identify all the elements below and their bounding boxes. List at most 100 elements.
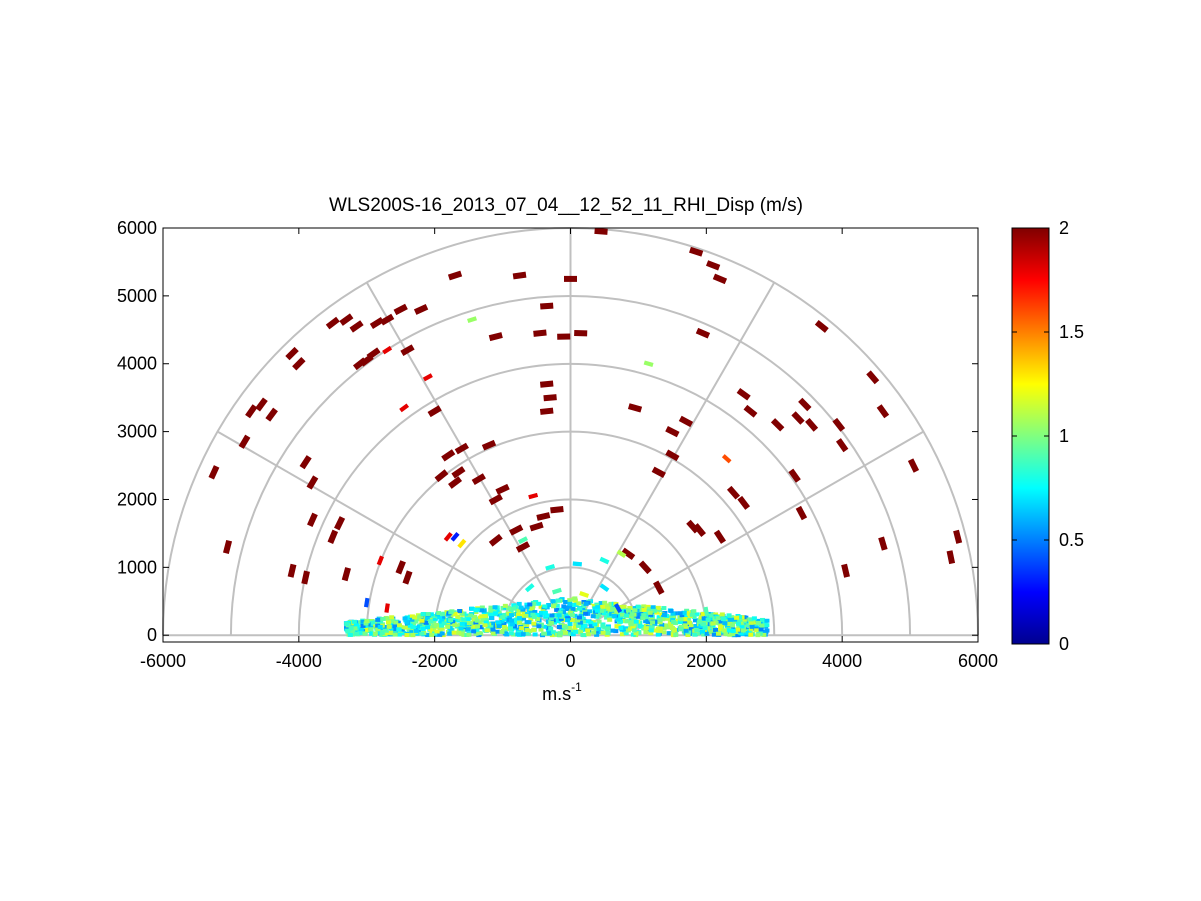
band-point	[640, 616, 646, 621]
band-point	[735, 627, 741, 632]
data-point	[454, 442, 469, 455]
data-point	[495, 483, 510, 495]
band-point	[570, 632, 576, 637]
band-point	[728, 631, 734, 636]
band-point	[546, 603, 552, 608]
data-point	[287, 563, 297, 578]
data-point	[517, 536, 528, 545]
band-point	[428, 612, 434, 617]
band-point	[383, 624, 389, 629]
band-point	[473, 631, 479, 636]
band-point	[508, 631, 514, 636]
band-point	[655, 632, 661, 637]
band-point	[572, 596, 578, 601]
band-point	[524, 602, 530, 607]
band-point	[633, 631, 639, 636]
band-point	[541, 624, 547, 629]
band-point	[393, 620, 399, 625]
band-point	[516, 616, 522, 621]
data-point	[399, 403, 410, 413]
band-point	[365, 627, 371, 632]
band-point	[451, 630, 457, 635]
band-point	[564, 614, 570, 619]
data-point	[443, 531, 453, 542]
band-point	[575, 618, 581, 623]
band-point	[576, 601, 582, 606]
band-point	[528, 617, 534, 622]
data-point	[382, 345, 393, 355]
band-point	[360, 623, 366, 628]
data-point	[599, 583, 610, 593]
band-point	[516, 620, 522, 625]
x-tick-label: -4000	[276, 651, 322, 671]
band-point	[659, 612, 665, 617]
data-point	[451, 466, 466, 479]
band-point	[516, 608, 522, 613]
band-point	[417, 624, 423, 629]
band-point	[758, 627, 764, 632]
data-point	[307, 512, 318, 527]
band-point	[528, 606, 534, 611]
band-point	[741, 617, 747, 622]
band-point	[530, 612, 536, 617]
y-tick-label: 1000	[117, 557, 157, 577]
band-point	[595, 629, 601, 634]
x-axis-label-base: m.s	[542, 684, 571, 704]
band-point	[431, 619, 437, 624]
band-point	[386, 624, 392, 629]
band-point	[653, 628, 659, 633]
band-point	[474, 618, 480, 623]
band-point	[531, 601, 537, 606]
band-point	[418, 614, 424, 619]
data-point	[599, 556, 610, 565]
band-point	[585, 619, 591, 624]
band-point	[524, 631, 530, 636]
band-point	[450, 620, 456, 625]
data-point	[363, 597, 370, 608]
band-point	[413, 619, 419, 624]
band-point	[723, 631, 729, 636]
band-point	[538, 627, 544, 632]
band-point	[558, 607, 564, 612]
band-point	[702, 626, 708, 631]
band-point	[461, 617, 467, 622]
band-point	[414, 631, 420, 636]
colorbar-tick-label: 0	[1059, 634, 1069, 654]
data-point	[448, 476, 463, 489]
band-point	[755, 621, 761, 626]
band-point	[406, 628, 412, 633]
band-point	[682, 623, 688, 628]
band-point	[668, 615, 674, 620]
band-point	[764, 623, 770, 628]
band-point	[496, 620, 502, 625]
x-axis: -6000 -4000 -2000 0 2000 4000 6000	[140, 228, 998, 671]
band-point	[447, 631, 453, 636]
band-point	[524, 628, 530, 633]
band-point	[465, 627, 471, 632]
band-point	[698, 615, 704, 620]
band-point	[440, 612, 446, 617]
band-point	[666, 631, 672, 636]
x-tick-label: -2000	[412, 651, 458, 671]
data-point	[255, 397, 268, 412]
data-point	[689, 246, 704, 257]
band-point	[727, 617, 733, 622]
band-point	[399, 627, 405, 632]
band-point	[572, 613, 578, 618]
data-point	[743, 404, 758, 418]
band-point	[655, 605, 661, 610]
band-point	[576, 623, 582, 628]
data-point	[953, 529, 963, 544]
band-point	[600, 630, 606, 635]
band-point	[576, 629, 582, 634]
band-point	[439, 631, 445, 636]
band-point	[439, 623, 445, 628]
band-point	[392, 624, 398, 629]
band-point	[511, 606, 517, 611]
band-point	[636, 630, 642, 635]
band-point	[536, 624, 542, 629]
band-point	[472, 614, 478, 619]
band-point	[661, 606, 667, 611]
band-point	[764, 618, 770, 623]
band-point	[662, 610, 668, 615]
